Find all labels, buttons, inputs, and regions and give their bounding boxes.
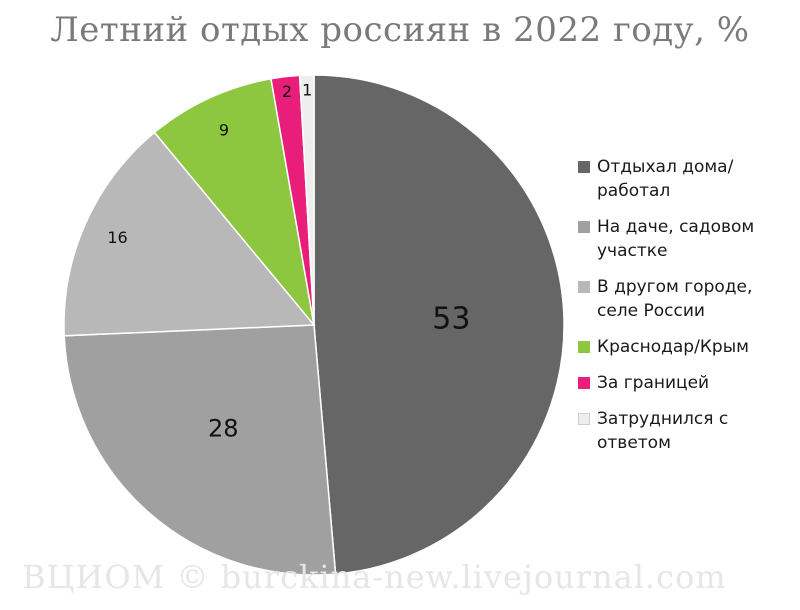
chart-title: Летний отдых россиян в 2022 году, % <box>50 10 750 50</box>
legend-label: В другом городе, селе России <box>597 277 753 321</box>
legend-item: Затруднился с ответом <box>578 407 793 455</box>
slice-value-label: 53 <box>432 302 470 337</box>
legend-swatch <box>578 377 590 389</box>
slice-value-label: 9 <box>219 120 229 139</box>
slice-value-label: 16 <box>107 228 127 247</box>
legend-item: В другом городе, селе России <box>578 275 793 323</box>
legend-item: На даче, садовом участке <box>578 215 793 263</box>
pie-slice <box>153 77 316 328</box>
legend-item: За границей <box>578 371 793 395</box>
legend-swatch <box>578 281 590 293</box>
pie-slice <box>298 74 315 326</box>
watermark: ВЦИОМ © burckina-new.livejournal.com <box>22 558 727 596</box>
slice-value-label: 2 <box>282 82 292 101</box>
legend-label: Отдыхал дома/работал <box>597 157 734 201</box>
pie-slice <box>63 131 316 337</box>
slice-value-label: 28 <box>208 414 239 442</box>
slice-value-label: 1 <box>302 81 312 100</box>
pie-slice <box>313 74 565 575</box>
legend-item: Краснодар/Крым <box>578 335 793 359</box>
pie-slice <box>63 324 337 576</box>
legend-swatch <box>578 161 590 173</box>
legend-label: Краснодар/Крым <box>597 337 749 357</box>
legend-label: На даче, садовом участке <box>597 217 755 261</box>
legend-label: За границей <box>597 373 710 393</box>
legend-label: Затруднился с ответом <box>597 409 729 453</box>
legend-item: Отдыхал дома/работал <box>578 155 793 203</box>
legend-swatch <box>578 341 590 353</box>
legend-swatch <box>578 221 590 233</box>
legend: Отдыхал дома/работал На даче, садовом уча… <box>578 155 793 467</box>
legend-swatch <box>578 413 590 425</box>
